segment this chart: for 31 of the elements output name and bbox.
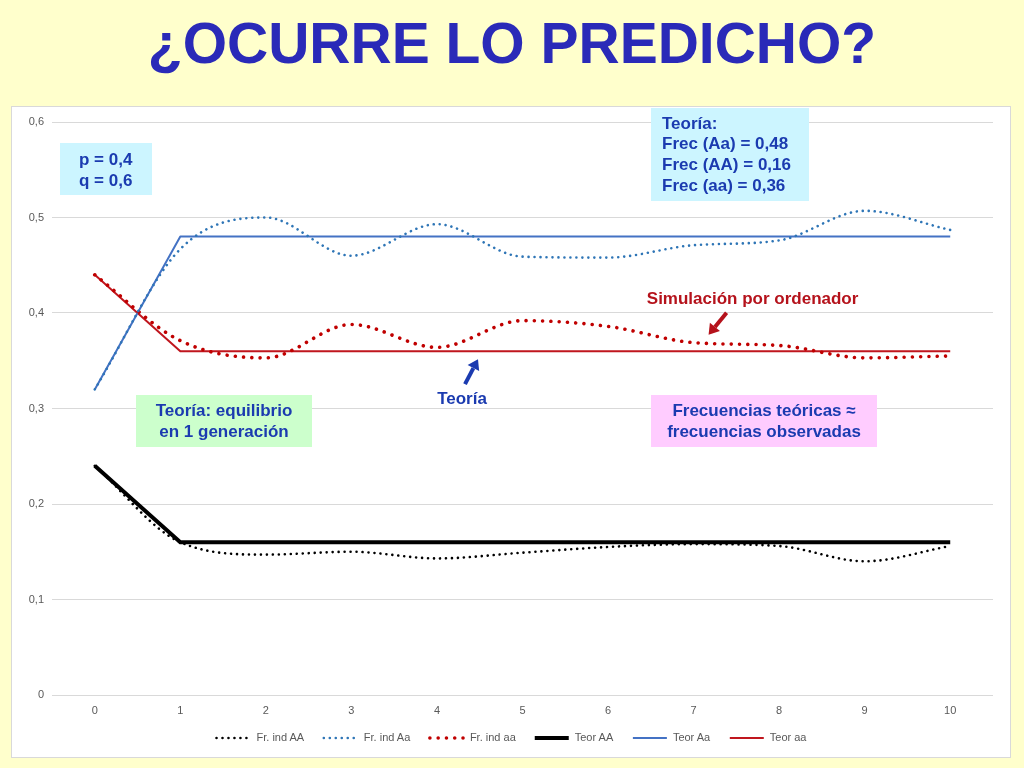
annotation: Teoría — [437, 388, 488, 408]
y-tick-label: 0,5 — [28, 210, 44, 223]
annotation: Frecuencias teóricas ≈ frecuencias observadas — [667, 400, 861, 441]
legend-label: Teor Aa — [672, 731, 712, 744]
x-tick-label: 5 — [519, 703, 526, 716]
chart-title: ¿OCURRE LO PREDICHO? — [146, 11, 878, 75]
x-tick-label: 10 — [944, 703, 957, 716]
x-tick-label: 0 — [91, 703, 98, 716]
y-tick-label: 0,3 — [28, 401, 44, 414]
x-tick-label: 9 — [861, 703, 868, 716]
legend-label: Teor aa — [769, 731, 808, 744]
annotation: Simulación por ordenador — [646, 289, 859, 309]
x-tick-label: 2 — [262, 703, 269, 716]
y-tick-label: 0,4 — [28, 306, 44, 319]
x-tick-label: 3 — [348, 703, 355, 716]
annotation: Teoría: Frec (Aa) = 0,48 Frec (AA) = 0,16 Frec (aa) = 0,36 — [662, 113, 791, 195]
y-tick-label: 0 — [37, 688, 44, 701]
legend-label: Fr. ind Aa — [363, 731, 412, 744]
y-tick-label: 0,6 — [28, 115, 44, 128]
x-tick-label: 7 — [690, 703, 697, 716]
x-tick-label: 6 — [604, 703, 612, 716]
annotation: p = 0,4 q = 0,6 — [79, 149, 133, 190]
legend-label: Fr. ind aa — [469, 731, 517, 744]
legend-label: Fr. ind AA — [256, 731, 305, 744]
x-tick-label: 4 — [433, 703, 441, 716]
legend-label: Teor AA — [574, 731, 614, 744]
y-tick-label: 0,2 — [28, 497, 44, 510]
y-tick-label: 0,1 — [28, 592, 44, 605]
x-tick-label: 8 — [776, 703, 783, 716]
x-tick-label: 1 — [177, 703, 184, 716]
annotation: Teoría: equilibrio en 1 generación — [155, 400, 293, 441]
